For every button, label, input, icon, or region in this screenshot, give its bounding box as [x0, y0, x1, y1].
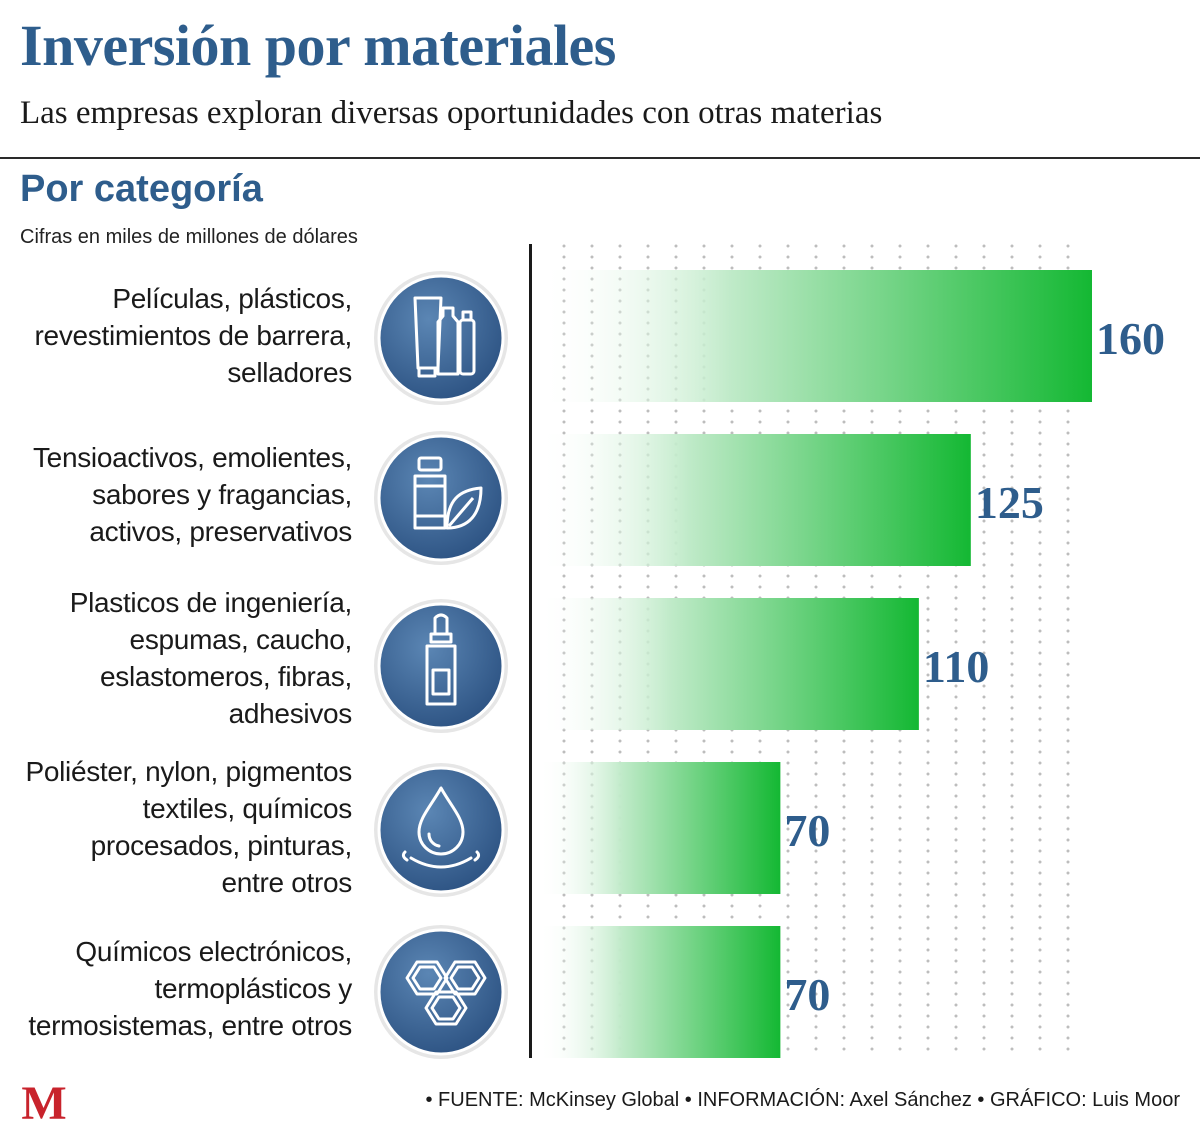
logo-letter: M	[21, 1077, 66, 1125]
category-label: Plasticos de ingeniería, espumas, caucho…	[69, 587, 353, 729]
data-label: 70	[784, 805, 830, 856]
hexagon-molecule-icon	[374, 925, 508, 1059]
bar	[538, 926, 781, 1058]
footer-credits: • FUENTE: McKinsey Global • INFORMACIÓN:…	[425, 1089, 1180, 1111]
water-drop-icon	[374, 763, 508, 897]
bar	[538, 598, 919, 730]
category-label: Químicos electrónicos, termoplásticos y …	[28, 936, 352, 1041]
bar	[538, 270, 1092, 402]
y-axis-line	[529, 244, 532, 1058]
data-label: 125	[975, 477, 1044, 528]
chart-title: Inversión por materiales	[20, 13, 616, 78]
data-label: 160	[1096, 313, 1165, 364]
header-divider	[0, 157, 1200, 159]
category-label: Películas, plásticos, revestimientos de …	[34, 283, 353, 388]
bar	[538, 762, 781, 894]
chart-subtitle: Las empresas exploran diversas oportunid…	[20, 95, 883, 131]
bottle-leaf-icon	[374, 431, 508, 565]
dropper-bottle-icon	[374, 599, 508, 733]
bar	[538, 434, 971, 566]
data-label: 70	[784, 969, 830, 1020]
units-note: Cifras en miles de millones de dólares	[20, 226, 358, 248]
data-label: 110	[923, 641, 989, 692]
category-label: Tensioactivos, emolientes, sabores y fra…	[32, 442, 352, 547]
section-title: Por categoría	[20, 168, 263, 210]
cosmetic-tubes-icon	[374, 271, 508, 405]
category-label: Poliéster, nylon, pigmentos textiles, qu…	[25, 756, 352, 898]
brand-logo: M	[20, 1077, 68, 1125]
